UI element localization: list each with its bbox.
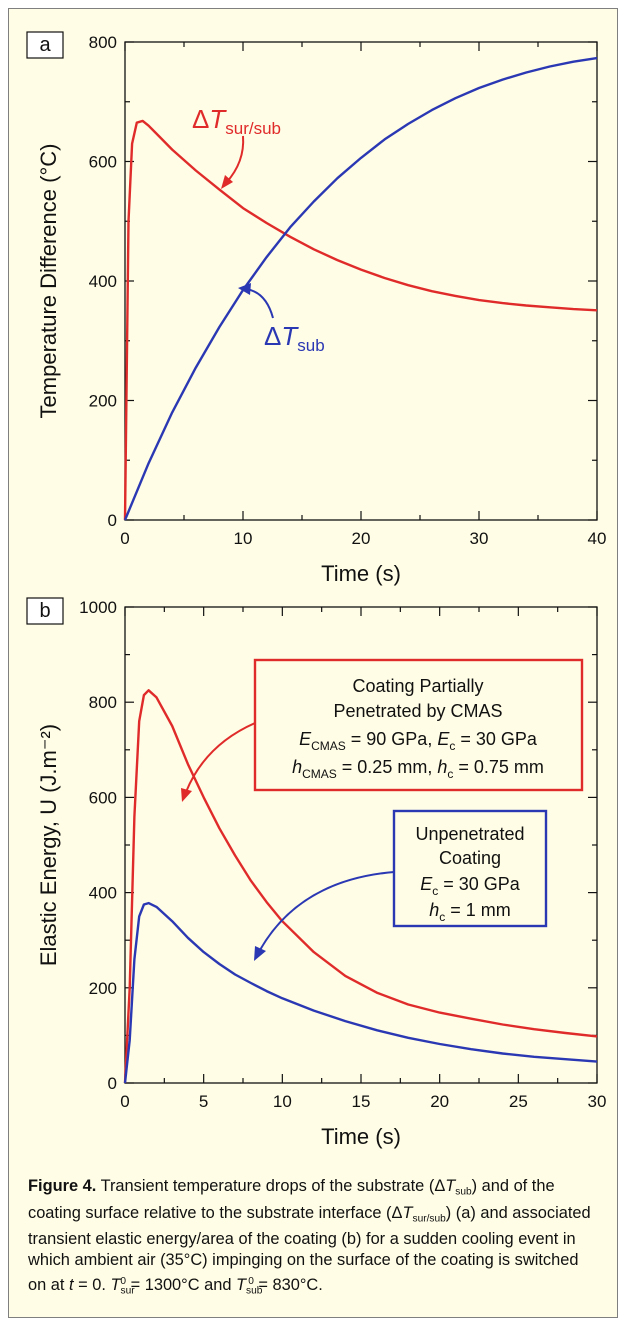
y-tick-label: 600 <box>89 153 117 172</box>
box-unpen-line-1: Unpenetrated <box>415 824 524 844</box>
x-axis-title-b: Time (s) <box>321 1124 401 1149</box>
y-axis-title-a: Temperature Difference (°C) <box>36 144 61 419</box>
caption-label: Figure 4. <box>28 1177 97 1195</box>
y-tick-label: 600 <box>89 788 117 807</box>
x-tick-label: 25 <box>509 1092 528 1111</box>
caption-text-6: = 830°C. <box>253 1276 323 1295</box>
panel-a-label: a <box>39 34 51 56</box>
x-tick-label: 0 <box>120 529 129 548</box>
box-unpen-line-3: Ec = 30 GPa <box>420 874 521 898</box>
box-unpen-line-4: hc = 1 mm <box>429 900 511 924</box>
arrowhead-sub <box>238 283 251 295</box>
x-tick-label: 0 <box>120 1092 129 1111</box>
arrow-unpenetrated <box>259 871 395 951</box>
box-cmas-line-2: Penetrated by CMAS <box>333 701 502 721</box>
y-tick-label: 200 <box>89 392 117 411</box>
x-tick-label: 5 <box>199 1092 208 1111</box>
annotation-box-cmas <box>253 658 584 792</box>
series-line-a-1 <box>123 56 598 521</box>
caption-text-2: ) and of the coating surface relative to… <box>28 1177 555 1222</box>
label-delta-t-sur-sub: ΔTsur/sub <box>192 104 281 138</box>
y-axis-title-b: Elastic Energy, U (J.m⁻²) <box>36 724 61 966</box>
y-tick-label: 400 <box>89 272 117 291</box>
caption-text-4: = 0. <box>73 1276 111 1295</box>
panel-b-label-box <box>26 597 64 625</box>
series-line-b-1 <box>123 901 598 1084</box>
box-cmas-line-4: hCMAS = 0.25 mm, hc = 0.75 mm <box>292 757 544 781</box>
arrowhead-sur-sub <box>221 175 233 189</box>
series-line-b-0 <box>123 689 598 1084</box>
y-tick-label: 0 <box>108 1074 117 1093</box>
y-tick-label: 400 <box>89 884 117 903</box>
figure-caption: Figure 4. Transient temperature drops of… <box>28 1177 591 1297</box>
arrowhead-unpenetrated <box>254 946 266 961</box>
box-cmas-line-3: ECMAS = 90 GPa, Ec = 30 GPa <box>299 729 538 753</box>
y-tick-label: 200 <box>89 979 117 998</box>
y-tick-label: 800 <box>89 693 117 712</box>
caption-text-1: Transient temperature drops of the subst… <box>96 1177 446 1195</box>
caption-text-5: = 1300°C and <box>126 1276 237 1295</box>
arrow-cmas <box>185 722 256 793</box>
annotation-box-unpenetrated <box>392 809 548 928</box>
y-tick-label: 1000 <box>79 598 117 617</box>
x-tick-label: 15 <box>352 1092 371 1111</box>
x-tick-label: 30 <box>470 529 489 548</box>
panel-b-series <box>123 689 598 1084</box>
panel-b-label: b <box>39 600 50 622</box>
y-tick-label: 0 <box>108 511 117 530</box>
arrowhead-cmas <box>181 788 192 802</box>
panel-a-label-box <box>26 31 64 59</box>
x-tick-label: 40 <box>588 529 607 548</box>
x-tick-label: 10 <box>273 1092 292 1111</box>
x-tick-label: 20 <box>352 529 371 548</box>
y-tick-label: 800 <box>89 33 117 52</box>
panel-a-series <box>123 56 598 521</box>
x-tick-label: 10 <box>234 529 253 548</box>
x-tick-label: 20 <box>430 1092 449 1111</box>
x-axis-title-a: Time (s) <box>321 561 401 586</box>
caption-text-3: ) (a) and associated transient elastic e… <box>28 1203 591 1295</box>
x-tick-label: 30 <box>588 1092 607 1111</box>
box-cmas-line-1: Coating Partially <box>352 676 483 696</box>
box-unpen-line-2: Coating <box>439 848 501 868</box>
plot-frame-a <box>124 41 598 521</box>
panel-b-ticks: 0 5 10 15 20 25 30 0 200 400 600 800 1000 <box>79 598 606 1111</box>
label-delta-t-sub: ΔTsub <box>264 321 325 355</box>
series-line-a-0 <box>123 119 598 521</box>
